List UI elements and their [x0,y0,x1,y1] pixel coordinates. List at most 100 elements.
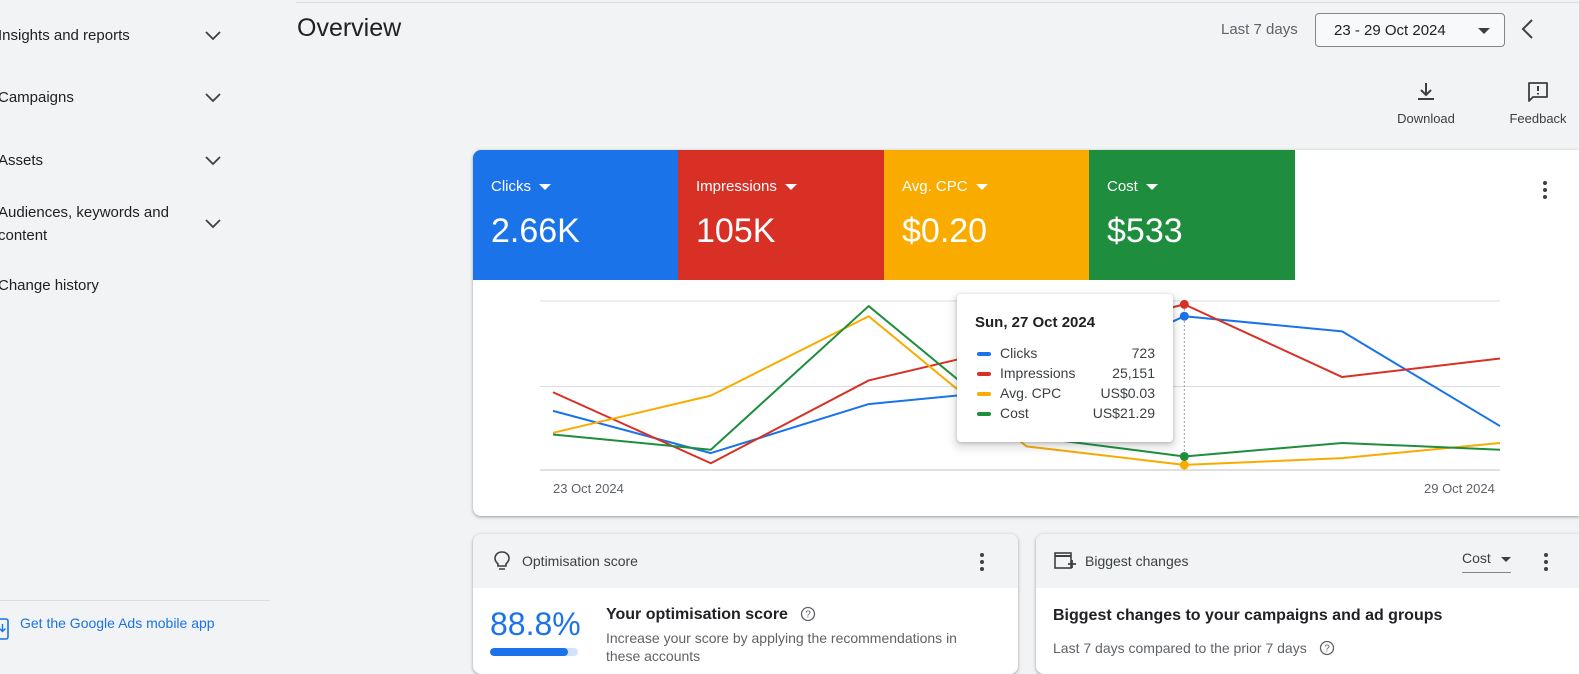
biggest-changes-header: Biggest changes Cost [1036,534,1579,588]
lightbulb-icon [494,551,510,570]
sidebar-divider [0,600,270,601]
optimisation-card-title: Optimisation score [522,553,638,569]
tooltip-row-cost: Cost US$21.29 [975,404,1155,424]
series-line-avg-cpc [552,315,1501,466]
chevron-down-icon [205,31,221,41]
tooltip-series-value: 723 [1131,345,1155,361]
help-icon[interactable]: ? [1319,640,1335,656]
help-icon[interactable]: ? [800,606,816,622]
phone-download-icon [0,618,9,640]
chevron-down-icon [205,93,221,103]
tooltip-series-value: US$0.03 [1100,385,1155,401]
more-options-icon[interactable] [980,553,984,574]
metric-name-text: Clicks [491,178,531,195]
caret-down-icon [1500,556,1511,562]
caret-down-icon [784,184,797,191]
sidebar-item-label: Change history [0,277,99,294]
sidebar-item-change-history[interactable]: Change history [0,274,240,298]
feedback-button[interactable]: Feedback [1500,80,1576,126]
legend-swatch [977,372,991,376]
optimisation-score-heading: Your optimisation score [606,606,788,623]
date-range-picker[interactable]: 23 - 29 Oct 2024 [1315,13,1505,47]
metric-tile-cost[interactable]: Cost $533 [1089,150,1295,280]
legend-swatch [977,412,991,416]
hover-point [1179,451,1189,461]
tooltip-date: Sun, 27 Oct 2024 [975,314,1096,331]
sidebar-item-audiences[interactable]: Audiences, keywords and content [0,201,240,249]
page-title: Overview [297,14,402,42]
more-options-icon[interactable] [1544,553,1548,574]
hover-point [1179,311,1189,321]
download-icon [1418,83,1434,100]
date-range-value: 23 - 29 Oct 2024 [1334,22,1446,39]
optimisation-score-bar [490,648,578,656]
biggest-changes-heading: Biggest changes to your campaigns and ad… [1053,607,1443,624]
sidebar-item-campaigns[interactable]: Campaigns [0,86,240,110]
optimisation-score-card: Optimisation score 88.8% Your optimisati… [473,534,1018,674]
metric-name[interactable]: Avg. CPC [902,178,988,195]
x-tick-label: 29 Oct 2024 [1424,481,1495,496]
biggest-changes-metric-select[interactable]: Cost [1462,550,1511,573]
tooltip-series-value: 25,151 [1112,365,1155,381]
tooltip-series-value: US$21.29 [1092,405,1155,421]
svg-text:?: ? [805,610,811,621]
biggest-changes-card: Biggest changes Cost Biggest changes to … [1036,534,1579,674]
metric-name[interactable]: Clicks [491,178,551,195]
metric-value: $0.20 [902,212,988,250]
metric-select-value: Cost [1462,550,1491,566]
metric-value: 105K [696,212,776,250]
metric-name-text: Impressions [696,178,777,195]
optimisation-card-header: Optimisation score [473,534,1018,588]
sidebar-item-label: Audiences, keywords and content [0,204,169,244]
download-button[interactable]: Download [1388,80,1464,126]
sidebar: Insights and reports Campaigns Assets Au… [0,0,270,662]
metric-tile-avg-cpc[interactable]: Avg. CPC $0.20 [884,150,1090,280]
chevron-down-icon [205,156,221,166]
optimisation-score-value: 88.8% [490,606,581,642]
top-divider [296,2,1579,3]
tooltip-row-impressions: Impressions 25,151 [975,364,1155,384]
download-label: Download [1397,111,1455,126]
metric-tile-clicks[interactable]: Clicks 2.66K [473,150,679,280]
chevron-down-icon [205,219,221,229]
hover-point [1179,299,1189,309]
sidebar-item-label: Insights and reports [0,27,130,44]
metric-name-text: Cost [1107,178,1138,195]
more-options-icon[interactable] [1543,181,1547,202]
tooltip-series-name: Avg. CPC [1000,385,1062,401]
sidebar-item-insights[interactable]: Insights and reports [0,24,240,48]
tooltip-row-clicks: Clicks 723 [975,344,1155,364]
tooltip-series-name: Clicks [1000,345,1038,361]
add-chart-icon [1054,552,1076,569]
sidebar-item-label: Assets [0,152,44,169]
caret-down-icon [539,184,551,191]
optimisation-score-description: Increase your score by applying the reco… [606,630,957,664]
metric-name[interactable]: Cost [1107,178,1158,195]
caret-down-icon [1145,184,1158,191]
svg-text:?: ? [1324,644,1330,655]
sidebar-item-assets[interactable]: Assets [0,149,240,173]
tooltip-row-avg-cpc: Avg. CPC US$0.03 [975,384,1155,404]
legend-swatch [977,352,991,356]
optimisation-score-bar-fill [490,648,569,656]
biggest-changes-title: Biggest changes [1085,553,1189,569]
x-tick-label: 23 Oct 2024 [553,481,624,496]
chevron-left-icon[interactable] [1518,18,1538,40]
tooltip-series-name: Cost [1000,405,1029,421]
caret-down-icon [975,184,988,191]
metric-name-text: Avg. CPC [902,178,968,195]
tooltip-series-name: Impressions [1000,365,1076,381]
feedback-icon [1528,82,1548,102]
metric-name[interactable]: Impressions [696,178,797,195]
metric-value: $533 [1107,212,1183,250]
metric-tile-impressions[interactable]: Impressions 105K [678,150,884,280]
hover-point [1179,460,1189,470]
caret-down-icon [1478,28,1490,34]
metric-value: 2.66K [491,212,580,250]
chart-tooltip: Sun, 27 Oct 2024 Clicks 723 Impressions … [957,294,1173,442]
biggest-changes-subtitle: Last 7 days compared to the prior 7 days [1053,640,1307,656]
feedback-label: Feedback [1509,111,1567,126]
mobile-app-link-label: Get the Google Ads mobile app [20,615,215,631]
sidebar-item-label: Campaigns [0,89,74,106]
legend-swatch [977,392,991,396]
